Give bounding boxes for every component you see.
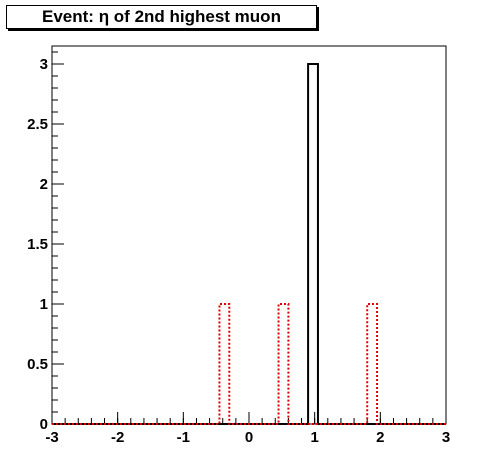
x-tick-label: -2 [111, 429, 124, 446]
x-tick-label: 0 [245, 429, 253, 446]
histogram-bin [219, 304, 229, 424]
y-tick-label: 2.5 [27, 116, 48, 133]
chart-title: Event: η of 2nd highest muon [6, 5, 317, 29]
y-axis-ticks: 0 0.5 1 1.5 2 2.5 3 [27, 51, 64, 433]
solid-histogram-series [52, 63, 446, 425]
histogram-bin [308, 64, 318, 424]
plot-frame [51, 45, 447, 425]
dotted-histogram-series [52, 303, 446, 425]
x-tick-label: -3 [45, 429, 58, 446]
x-tick-label: 2 [376, 429, 384, 446]
y-tick-label: 1 [40, 296, 48, 313]
y-tick-label: 1.5 [27, 236, 48, 253]
series-layer [52, 63, 446, 425]
y-tick-label: 0.5 [27, 356, 48, 373]
y-tick-label: 0 [40, 416, 48, 433]
x-tick-label: 3 [442, 429, 450, 446]
y-tick-label: 2 [40, 176, 48, 193]
y-tick-label: 3 [40, 56, 48, 73]
x-tick-label: 1 [310, 429, 318, 446]
histogram-bin [367, 304, 377, 424]
x-axis-ticks: -3 -2 -1 0 1 2 3 [45, 412, 450, 446]
histogram-bin [279, 304, 289, 424]
x-tick-label: -1 [177, 429, 190, 446]
